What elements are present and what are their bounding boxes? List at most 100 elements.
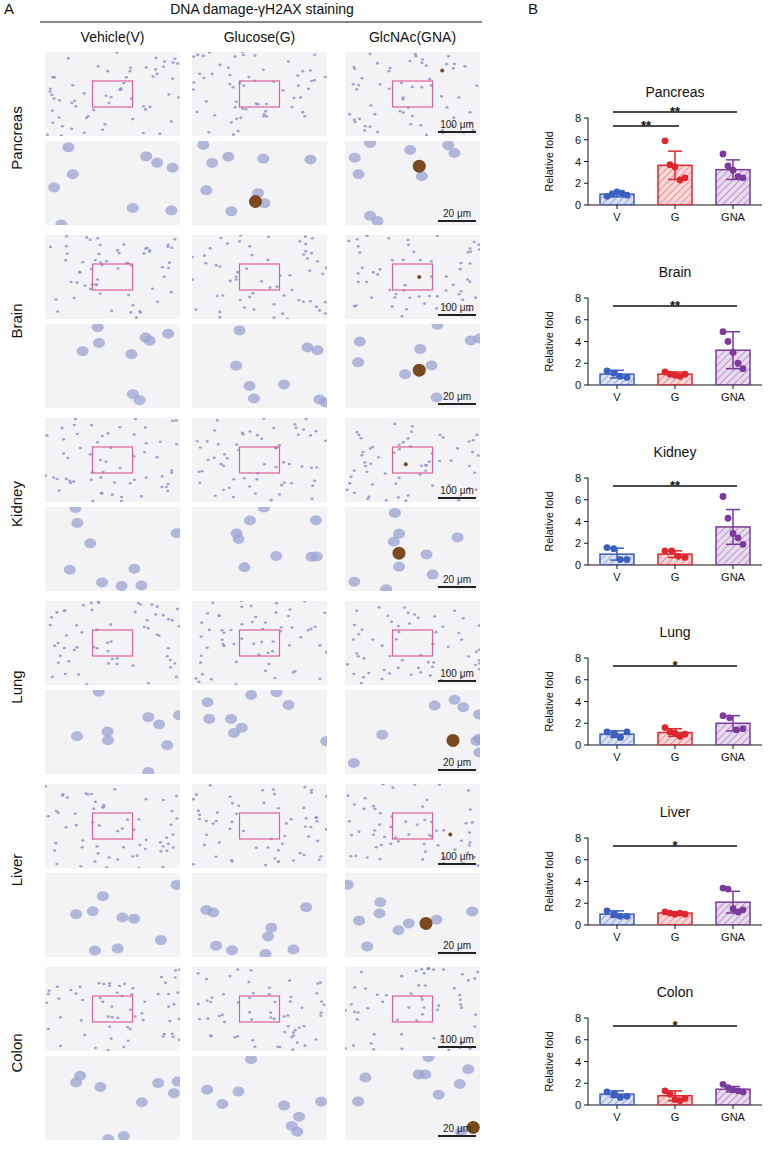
y-tick-label: 6 (575, 134, 581, 146)
data-point (682, 1095, 689, 1102)
nucleus (232, 133, 235, 136)
nucleus (80, 631, 83, 634)
x-tick (675, 925, 676, 929)
data-point (720, 712, 727, 719)
nucleus (273, 303, 276, 306)
nucleus (52, 97, 55, 100)
nucleus (302, 807, 305, 810)
nucleus (251, 254, 254, 257)
nucleus (442, 968, 445, 971)
data-point (624, 192, 631, 199)
nuclei (49, 601, 180, 685)
nucleus (122, 1046, 125, 1049)
nucleus (142, 712, 154, 722)
nucleus (420, 61, 423, 64)
nucleus (452, 532, 464, 542)
nucleus (314, 1038, 317, 1041)
inset-box (93, 264, 133, 290)
data-point (675, 553, 682, 560)
nucleus (175, 817, 178, 820)
y-tick-label: 4 (575, 1056, 581, 1068)
nucleus (113, 481, 116, 484)
nucleus (454, 1079, 466, 1089)
y-tick (584, 183, 588, 184)
nucleus (233, 55, 236, 58)
y-tick (584, 658, 588, 659)
nucleus (172, 846, 175, 849)
nucleus (468, 465, 471, 468)
y-tick-label: 6 (575, 314, 581, 326)
nucleus (140, 495, 143, 498)
nucleus (275, 466, 278, 469)
x-tick (733, 205, 734, 209)
nucleus (70, 909, 82, 919)
nucleus (111, 493, 114, 496)
nucleus (318, 644, 321, 647)
nucleus (468, 247, 471, 250)
nucleus (478, 668, 480, 671)
nucleus (431, 324, 443, 330)
overview-image (192, 784, 328, 868)
nucleus (361, 451, 364, 454)
nucleus (297, 299, 300, 302)
nucleus (397, 443, 400, 446)
inset-box (240, 447, 280, 473)
nucleus (404, 499, 407, 502)
nucleus (441, 625, 444, 628)
nucleus (223, 453, 226, 456)
nucleus (121, 827, 124, 830)
y-tick (584, 1039, 588, 1040)
nucleus (60, 427, 63, 430)
nucleus (413, 784, 416, 786)
nucleus (353, 1011, 356, 1014)
data-point (682, 554, 689, 561)
nucleus (146, 619, 149, 622)
nucleus (62, 142, 74, 152)
nucleus (161, 266, 164, 269)
nucleus (355, 431, 358, 434)
nucleus (211, 73, 214, 76)
nucleus (54, 842, 57, 845)
data-point (624, 556, 631, 563)
nucleus (99, 476, 102, 479)
nucleus (363, 129, 366, 132)
nucleus (101, 492, 104, 495)
y-tick-label: 2 (575, 177, 581, 189)
nucleus (218, 841, 221, 844)
nucleus (411, 86, 414, 89)
nucleus (396, 1018, 399, 1021)
nucleus (99, 997, 102, 1000)
nucleus (74, 418, 77, 420)
nucleus (115, 663, 118, 666)
y-tick-label: 8 (575, 1012, 581, 1024)
nucleus (429, 701, 441, 711)
nucleus (269, 1016, 272, 1019)
nucleus (72, 480, 75, 483)
nucleus (195, 111, 198, 114)
nucleus (173, 238, 176, 241)
nucleus (245, 690, 257, 700)
nucleus (102, 735, 114, 745)
nucleus (349, 153, 361, 163)
nucleus (178, 1039, 180, 1042)
nuclei (201, 1056, 327, 1137)
nucleus (414, 344, 426, 354)
nucleus (473, 977, 476, 980)
nucleus (247, 76, 250, 79)
nucleus (345, 1047, 347, 1050)
nucleus (228, 83, 231, 86)
nucleus (427, 967, 430, 970)
nucleus (59, 1016, 62, 1019)
nucleus (232, 1087, 244, 1097)
nucleus (348, 482, 351, 485)
nucleus (353, 624, 356, 627)
nucleus (55, 810, 58, 813)
nucleus (468, 841, 471, 844)
nucleus (255, 102, 258, 105)
nucleus (53, 76, 56, 79)
nucleus (309, 69, 312, 72)
nucleus (216, 1099, 228, 1109)
nucleus (110, 640, 113, 643)
nucleus (301, 70, 304, 73)
nucleus (425, 134, 428, 136)
